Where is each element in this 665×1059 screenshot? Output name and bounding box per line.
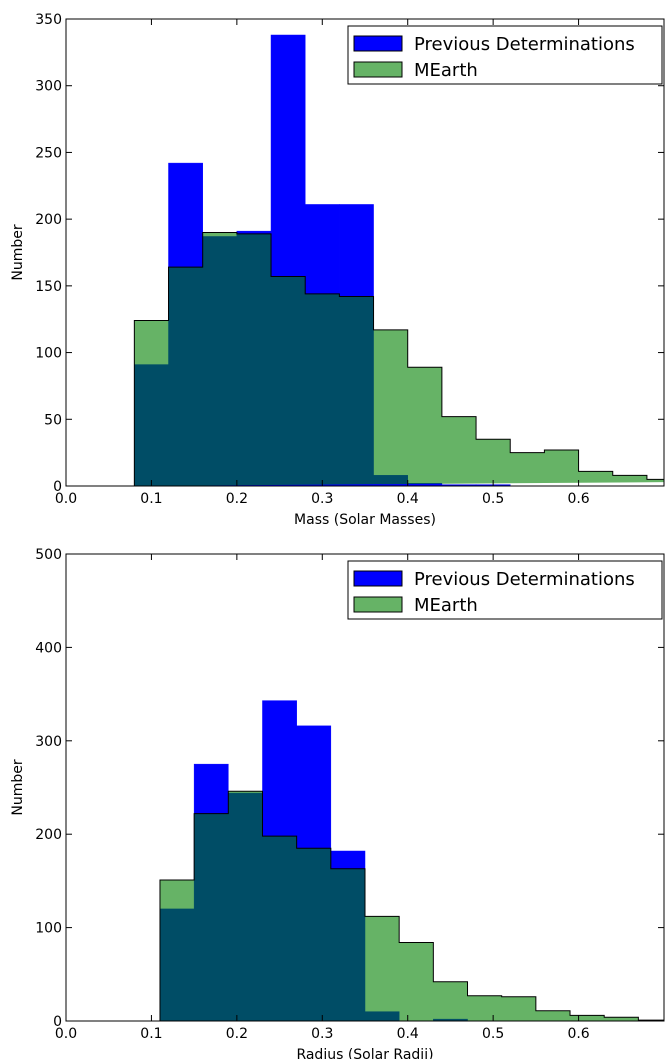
y-tick-label: 500 — [35, 547, 62, 563]
axes-frame — [65, 18, 665, 487]
x-tick-label: 0.3 — [311, 491, 333, 507]
mearth-bar — [374, 330, 408, 486]
mearth-bar — [169, 267, 203, 486]
x-tick-label: 0.4 — [397, 1026, 419, 1042]
y-tick-label: 200 — [35, 212, 62, 228]
legend-swatch-mearth — [353, 596, 403, 613]
mearth-bar — [476, 439, 510, 486]
x-axis-label: Radius (Solar Radii) — [296, 1047, 433, 1059]
x-tick-label: 0.1 — [140, 491, 162, 507]
mearth-bar — [544, 450, 578, 486]
mass-histogram: 0.0 0.1 0.2 0.3 0.4 0.5 0.6 0 50 100 150 200 250 300 3… — [10, 12, 665, 528]
legend-swatch-mearth — [353, 61, 403, 78]
legend-label-previous: Previous Determinations — [414, 34, 635, 55]
legend-label-mearth: MEarth — [414, 60, 478, 81]
plot-area — [133, 34, 665, 486]
legend: Previous Determinations MEarth — [347, 560, 663, 620]
legend-swatch-previous — [353, 570, 403, 587]
y-tick-label: 350 — [35, 12, 62, 28]
mearth-bar — [297, 848, 331, 1021]
mearth-bar — [442, 417, 476, 486]
mearth-bar — [399, 943, 433, 1021]
y-tick-label: 400 — [35, 640, 62, 656]
y-tick-label: 300 — [35, 79, 62, 95]
mearth-bar — [237, 234, 271, 486]
mearth-bar — [647, 479, 665, 486]
x-tick-label: 0.2 — [226, 1026, 248, 1042]
legend-label-mearth: MEarth — [414, 595, 478, 616]
x-tick-label: 0.1 — [140, 1026, 162, 1042]
legend-swatch-previous — [353, 35, 403, 52]
y-tick-label: 200 — [35, 827, 62, 843]
mearth-bar — [604, 1017, 638, 1021]
x-axis-label: Mass (Solar Masses) — [294, 512, 436, 528]
mearth-bar — [579, 471, 613, 486]
y-axis-label: Number — [10, 759, 26, 815]
mearth-bar — [262, 836, 296, 1021]
radius-histogram: 0.0 0.1 0.2 0.3 0.4 0.5 0.6 0 100 200 300 400 500 Rad… — [10, 547, 665, 1059]
legend-label-previous: Previous Determinations — [414, 569, 635, 590]
x-tick-label: 0.2 — [226, 491, 248, 507]
y-tick-label: 100 — [35, 346, 62, 362]
x-tick-label: 0.6 — [567, 491, 589, 507]
axes-frame — [65, 553, 665, 1022]
mearth-bar — [536, 1011, 570, 1021]
x-tick-label: 0.5 — [482, 491, 504, 507]
mearth-bar — [502, 997, 536, 1021]
mearth-bar — [339, 297, 373, 486]
x-tick-label: 0.0 — [55, 1026, 77, 1042]
mearth-bar — [305, 294, 339, 486]
y-tick-label: 250 — [35, 145, 62, 161]
y-tick-label: 50 — [44, 412, 62, 428]
x-tick-label: 0.6 — [567, 1026, 589, 1042]
plot-area — [159, 700, 664, 1021]
x-tick-label: 0.4 — [397, 491, 419, 507]
mearth-bar — [365, 916, 399, 1021]
mearth-area — [133, 231, 664, 486]
mearth-bar — [134, 321, 168, 486]
mearth-bar — [194, 814, 228, 1021]
y-tick-label: 150 — [35, 279, 62, 295]
mearth-bar — [331, 869, 365, 1021]
x-tick-label: 0.3 — [311, 1026, 333, 1042]
mearth-bar — [510, 453, 544, 486]
mearth-bar — [271, 277, 305, 486]
y-tick-label: 300 — [35, 734, 62, 750]
mearth-bar — [408, 367, 442, 486]
mearth-bar — [468, 996, 502, 1021]
mearth-bar — [570, 1015, 604, 1021]
y-tick-label: 0 — [53, 1014, 62, 1030]
legend: Previous Determinations MEarth — [347, 25, 663, 85]
mearth-bar — [228, 791, 262, 1021]
x-tick-label: 0.5 — [482, 1026, 504, 1042]
mearth-bar — [203, 232, 237, 486]
y-tick-label: 100 — [35, 921, 62, 937]
mearth-bar — [433, 982, 467, 1021]
x-tick-label: 0.0 — [55, 491, 77, 507]
y-axis-label: Number — [10, 224, 26, 280]
y-tick-label: 0 — [53, 479, 62, 495]
mearth-bar — [613, 475, 647, 486]
mearth-area — [159, 790, 664, 1021]
mearth-bar — [160, 880, 194, 1021]
